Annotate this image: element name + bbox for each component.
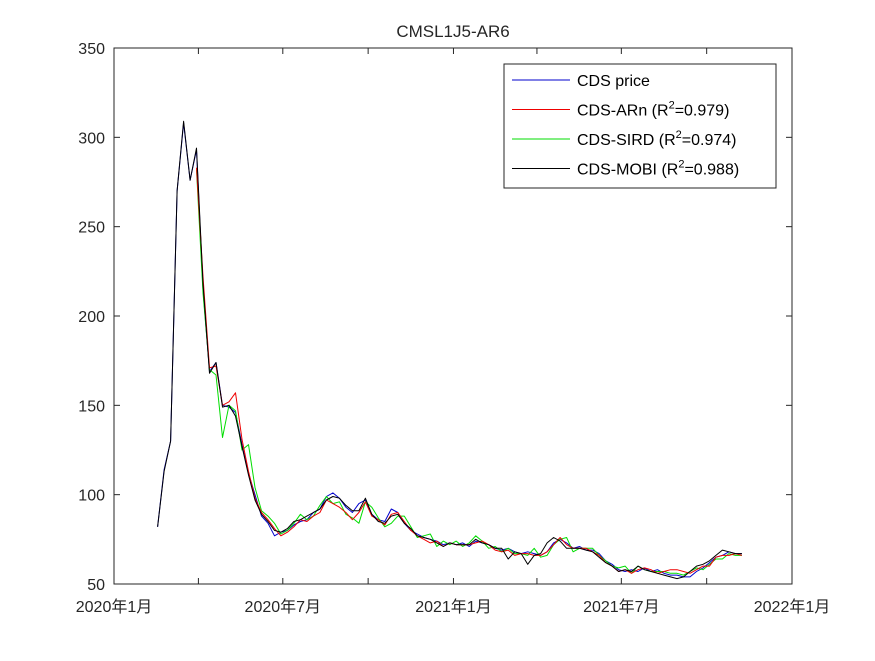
legend-label-text: CDS-SIRD (R (577, 132, 676, 149)
legend-label-cds-mobi: CDS-MOBI (R2=0.988) (577, 159, 739, 179)
legend-superscript: 2 (669, 100, 675, 112)
y-tick-label: 350 (78, 41, 105, 58)
legend-label-text: CDS price (577, 73, 650, 90)
legend-label-cds-price: CDS price (577, 73, 650, 90)
legend-superscript: 2 (678, 159, 684, 171)
series-line-cds-mobi (157, 120, 742, 580)
x-tick-label: 2021年1月 (415, 598, 492, 616)
x-tick-label: 2020年1月 (76, 598, 153, 616)
legend-label-cds-arn: CDS-ARn (R2=0.979) (577, 100, 729, 120)
x-tick-label: 2022年1月 (754, 598, 831, 616)
legend-label-text: CDS-MOBI (R (577, 162, 678, 179)
x-tick-label: 2020年7月 (245, 598, 322, 616)
legend-r2-value: =0.974) (682, 132, 737, 149)
legend-label-text: CDS-ARn (R (577, 103, 669, 120)
chart-title: CMSL1J5-AR6 (396, 22, 509, 41)
y-tick-label: 250 (78, 220, 105, 237)
y-tick-label: 300 (78, 130, 105, 147)
tick-layer: 50 100 150 200 250 300 350 2020年1月 2020年7月 2021年1… (76, 41, 831, 616)
y-tick-label: 50 (87, 577, 105, 594)
x-tick-label: 2021年7月 (583, 598, 660, 616)
series-layer (157, 120, 743, 580)
y-tick-label: 150 (78, 398, 105, 415)
y-tick-label: 100 (78, 488, 105, 505)
y-tick-label: 200 (78, 309, 105, 326)
legend-superscript: 2 (676, 129, 682, 141)
legend-r2-value: =0.979) (675, 103, 730, 120)
legend-box (503, 63, 777, 189)
legend-r2-value: =0.988) (684, 162, 739, 179)
legend-label-cds-sird: CDS-SIRD (R2=0.974) (577, 129, 737, 149)
